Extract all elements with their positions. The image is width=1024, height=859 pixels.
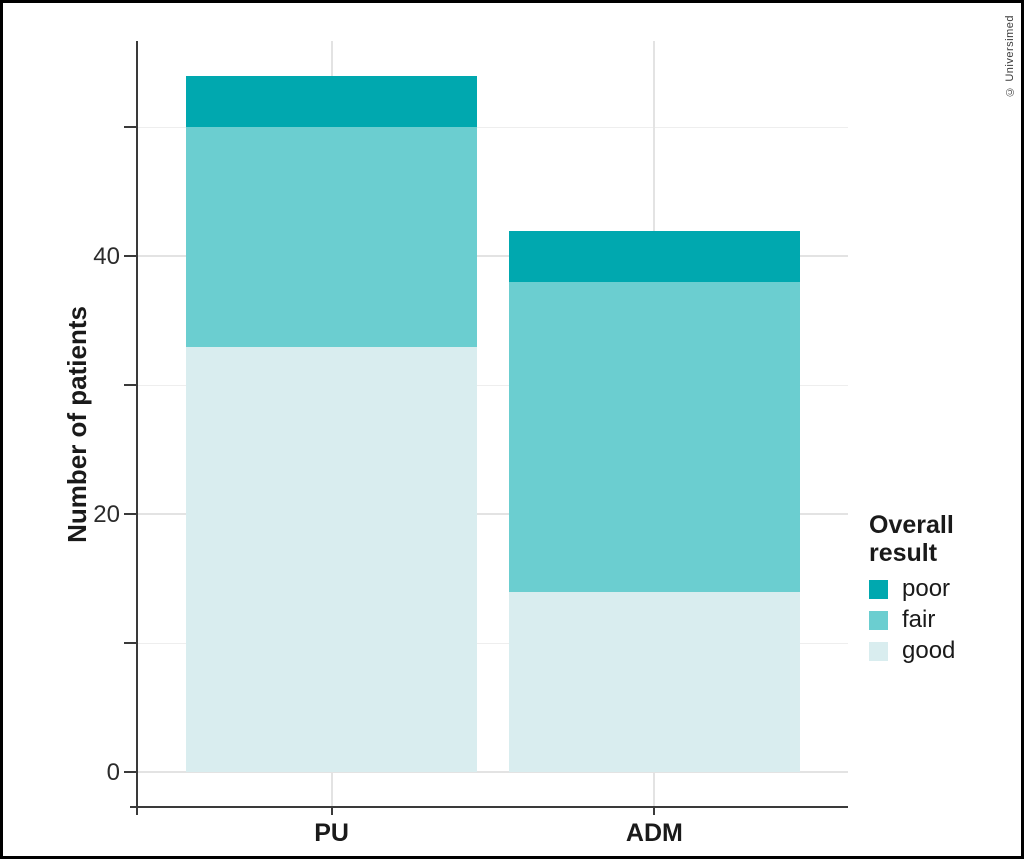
gridline-major-y0 — [138, 771, 848, 774]
x-tick-PU — [330, 808, 333, 815]
x-category-label-ADM: ADM — [625, 819, 683, 847]
bar-segment-PU-fair — [186, 127, 477, 347]
copyright-text: © Universimed — [1004, 15, 1016, 98]
legend-item-good: good — [869, 638, 1021, 664]
y-tick-label-40: 40 — [93, 243, 120, 271]
x-tick-ADM — [653, 808, 656, 815]
bar-segment-PU-poor — [186, 75, 477, 128]
y-tick-label-0: 0 — [106, 759, 120, 787]
y-tick-40 — [124, 255, 137, 258]
y-tick-0 — [124, 771, 137, 774]
gridline-major-y20 — [138, 513, 848, 516]
legend: Overall result poor fair good — [869, 511, 1021, 669]
legend-label-poor: poor — [902, 575, 951, 602]
legend-swatch-fair — [869, 610, 888, 630]
legend-swatch-poor — [869, 579, 888, 599]
gridline-minor-y10 — [138, 642, 848, 644]
legend-swatch-good — [869, 641, 888, 661]
y-tick-30 — [124, 384, 137, 387]
y-tick-label-20: 20 — [93, 501, 120, 529]
plot-panel — [138, 41, 848, 807]
gridline-minor-y50 — [138, 126, 848, 128]
bar-segment-ADM-fair — [509, 282, 800, 592]
legend-label-fair: fair — [902, 606, 936, 633]
x-category-label-PU: PU — [314, 819, 349, 847]
bar-segment-PU-good — [186, 346, 477, 773]
x-axis-line — [130, 806, 848, 808]
y-tick-50 — [124, 126, 137, 129]
legend-label-good: good — [902, 637, 956, 664]
bar-segment-ADM-good — [509, 591, 800, 773]
y-axis-line — [136, 41, 138, 815]
gridline-minor-y30 — [138, 384, 848, 386]
legend-title: Overall result — [869, 511, 954, 567]
y-axis-title-container: Number of patients — [57, 41, 97, 807]
legend-item-poor: poor — [869, 576, 1021, 602]
bar-segment-ADM-poor — [509, 230, 800, 283]
y-tick-20 — [124, 513, 137, 516]
legend-item-fair: fair — [869, 607, 1021, 633]
gridline-major-y40 — [138, 255, 848, 258]
y-tick-10 — [124, 642, 137, 645]
